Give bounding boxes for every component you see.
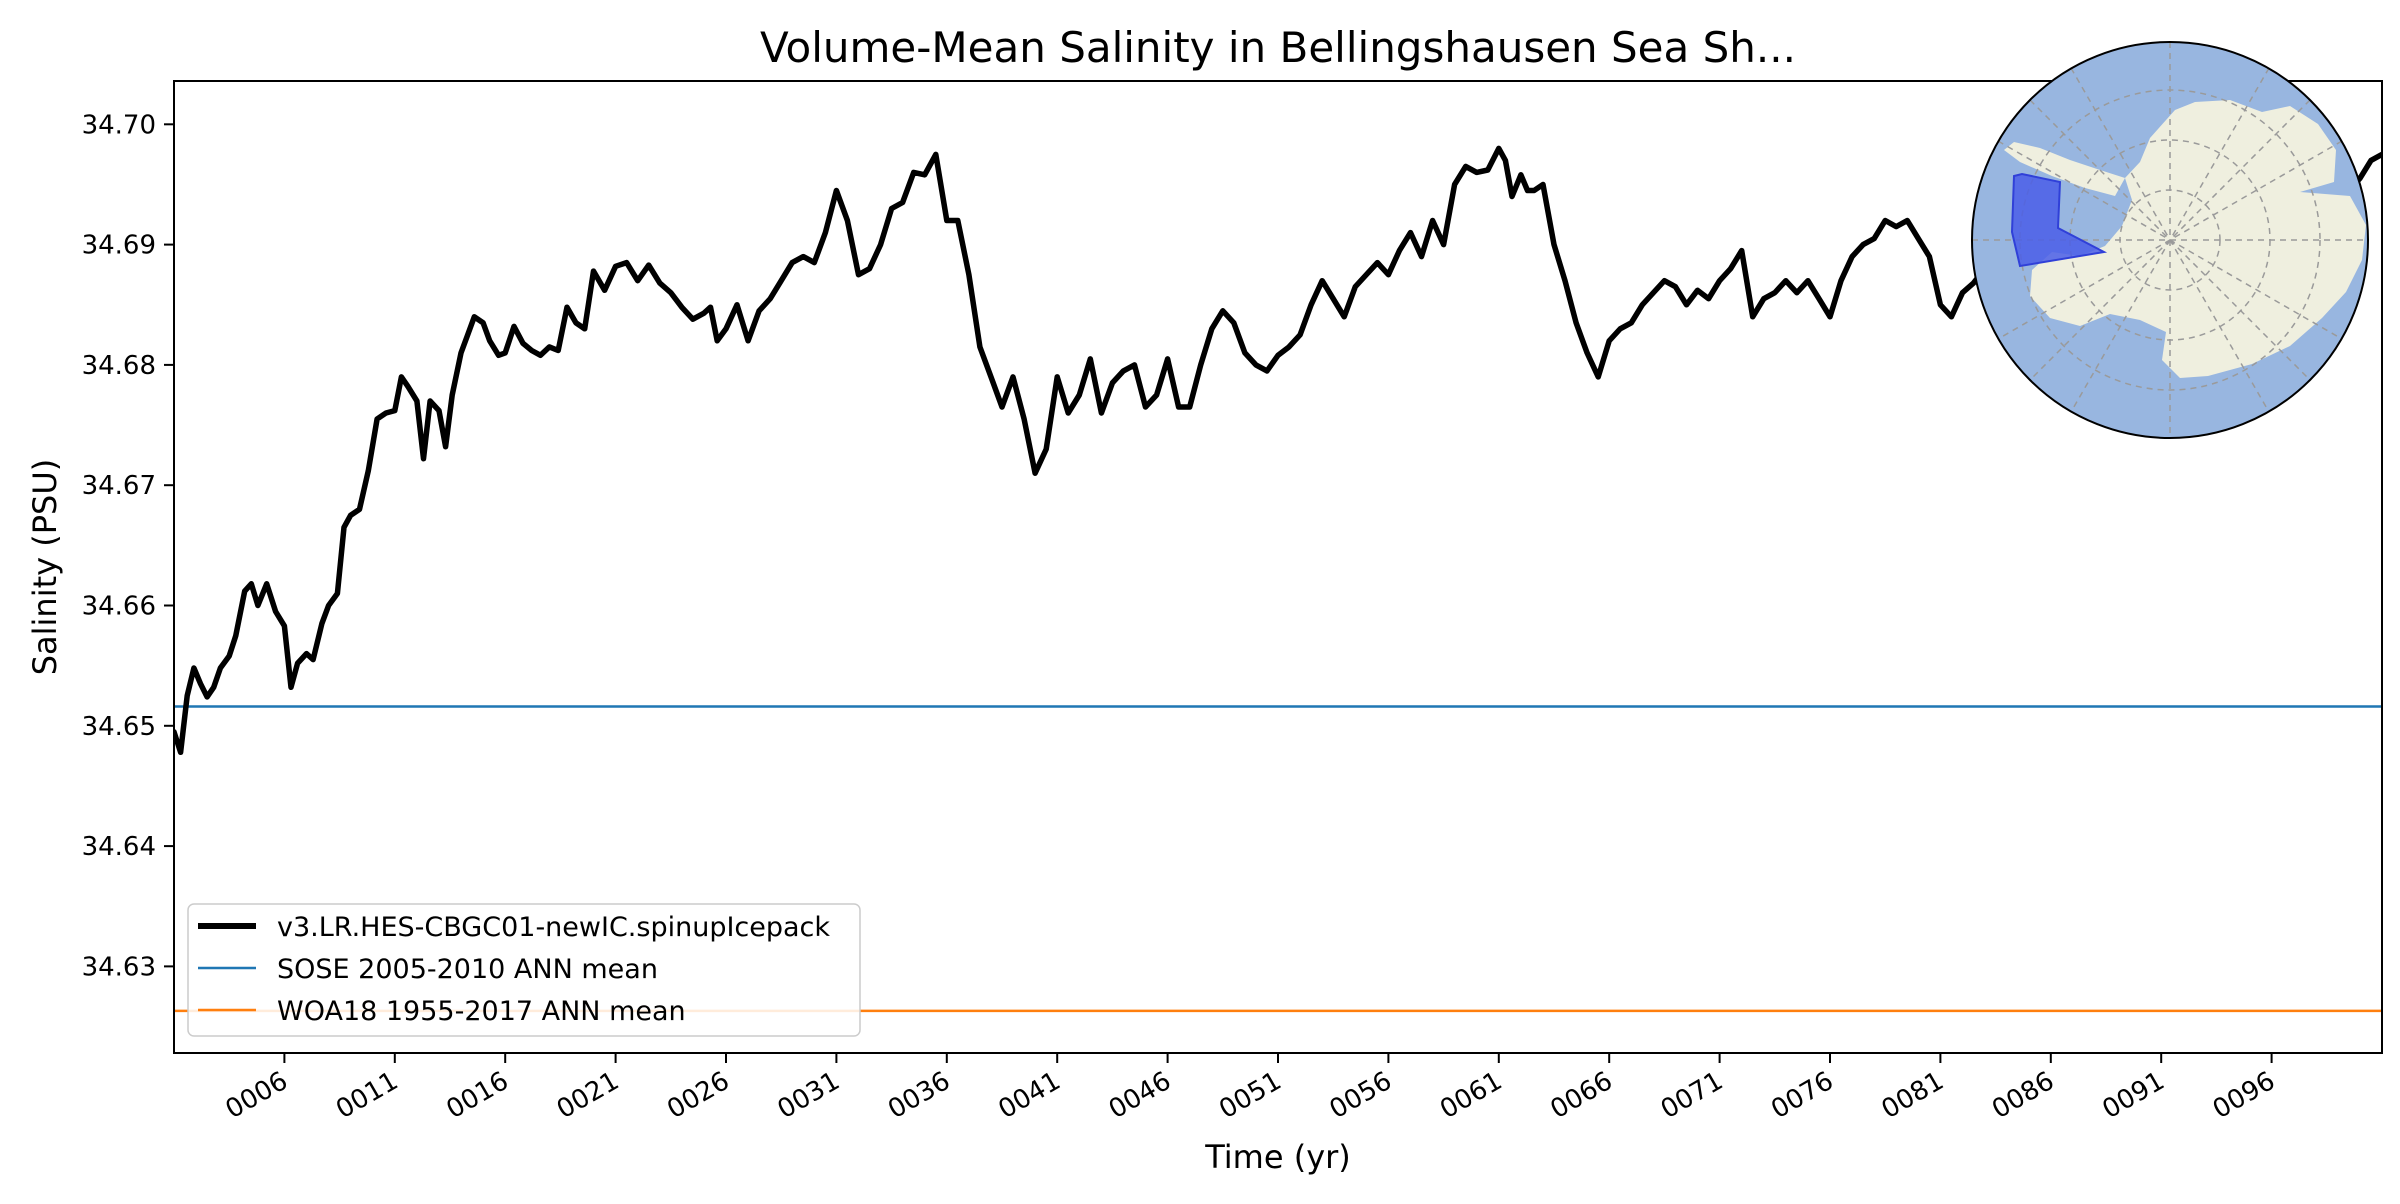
x-tick-label: 0006 bbox=[221, 1066, 293, 1125]
x-tick-label: 0066 bbox=[1545, 1066, 1617, 1125]
x-tick-label: 0061 bbox=[1435, 1066, 1507, 1125]
x-tick-label: 0081 bbox=[1877, 1066, 1949, 1125]
y-tick-label: 34.64 bbox=[82, 832, 156, 862]
legend-label-woa18: WOA18 1955-2017 ANN mean bbox=[277, 996, 686, 1027]
x-tick-label: 0076 bbox=[1766, 1066, 1838, 1125]
x-tick-label: 0026 bbox=[662, 1066, 734, 1125]
y-tick-label: 34.69 bbox=[82, 231, 156, 261]
x-tick-label: 0016 bbox=[441, 1066, 513, 1125]
chart-title: Volume-Mean Salinity in Bellingshausen S… bbox=[760, 23, 1796, 72]
x-tick-label: 0031 bbox=[773, 1066, 845, 1125]
y-tick-label: 34.70 bbox=[82, 110, 156, 140]
y-tick-label: 34.68 bbox=[82, 351, 156, 381]
x-axis: 0006 0011 0016 0021 0026 0031 0036 0041 0046 0051… bbox=[221, 1053, 2280, 1125]
y-tick-label: 34.66 bbox=[82, 591, 156, 621]
legend-label-sose: SOSE 2005-2010 ANN mean bbox=[277, 954, 658, 985]
legend-label-model: v3.LR.HES-CBGC01-newIC.spinupIcepack bbox=[277, 912, 830, 943]
y-tick-label: 34.65 bbox=[82, 712, 156, 742]
x-tick-label: 0051 bbox=[1214, 1066, 1286, 1125]
antarctica-landmass bbox=[2030, 100, 2366, 378]
bellingshausen-sea-region bbox=[2010, 172, 2108, 268]
x-tick-label: 0091 bbox=[2097, 1066, 2169, 1125]
x-tick-label: 0056 bbox=[1325, 1066, 1397, 1125]
x-tick-label: 0071 bbox=[1656, 1066, 1728, 1125]
x-tick-label: 0041 bbox=[993, 1066, 1065, 1125]
x-tick-label: 0086 bbox=[1987, 1066, 2059, 1125]
x-tick-label: 0046 bbox=[1104, 1066, 1176, 1125]
y-axis: 34.63 34.64 34.65 34.66 34.67 34.68 34.69 34.70 bbox=[82, 110, 174, 982]
antarctic-map-inset bbox=[1971, 41, 2369, 439]
y-tick-label: 34.67 bbox=[82, 471, 156, 501]
legend: v3.LR.HES-CBGC01-newIC.spinupIcepack SOS… bbox=[187, 903, 861, 1037]
x-axis-label: Time (yr) bbox=[1204, 1138, 1351, 1176]
y-axis-label: Salinity (PSU) bbox=[26, 459, 64, 676]
antarctic-peninsula bbox=[2004, 142, 2125, 196]
y-tick-label: 34.63 bbox=[82, 952, 156, 982]
x-tick-label: 0011 bbox=[331, 1066, 403, 1125]
x-tick-label: 0096 bbox=[2208, 1066, 2280, 1125]
x-tick-label: 0021 bbox=[552, 1066, 624, 1125]
legend-box bbox=[187, 903, 861, 1037]
x-tick-label: 0036 bbox=[883, 1066, 955, 1125]
